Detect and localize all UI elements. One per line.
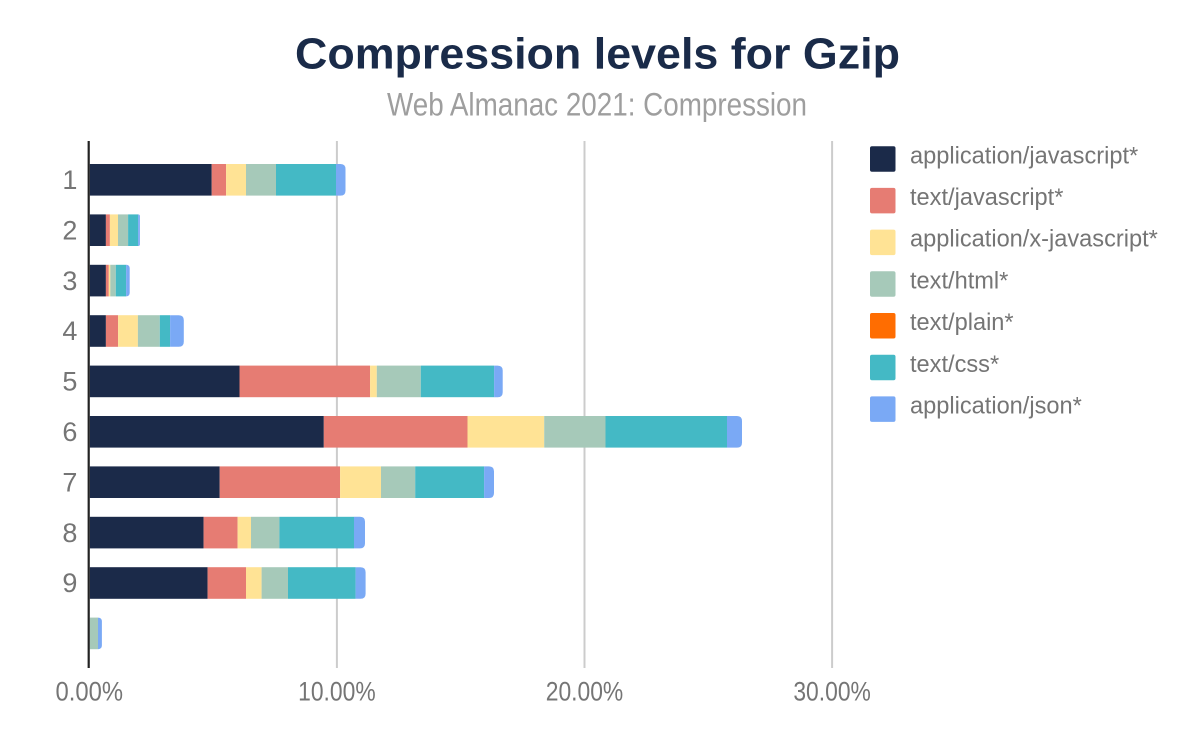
- svg-text:20.00%: 20.00%: [546, 677, 624, 707]
- svg-text:text/html*: text/html*: [910, 268, 1008, 294]
- svg-text:text/plain*: text/plain*: [910, 310, 1014, 336]
- svg-text:7: 7: [62, 467, 77, 497]
- svg-text:5: 5: [62, 367, 77, 397]
- svg-text:2: 2: [62, 215, 77, 245]
- svg-text:1: 1: [62, 165, 77, 195]
- svg-text:Compression levels for Gzip: Compression levels for Gzip: [295, 31, 900, 79]
- svg-text:application/x-javascript*: application/x-javascript*: [910, 227, 1158, 253]
- svg-text:10.00%: 10.00%: [298, 677, 376, 707]
- svg-text:0.00%: 0.00%: [56, 677, 124, 707]
- svg-text:6: 6: [62, 417, 77, 447]
- svg-text:application/javascript*: application/javascript*: [910, 143, 1138, 169]
- svg-text:3: 3: [62, 266, 77, 296]
- svg-text:4: 4: [62, 316, 77, 346]
- svg-text:30.00%: 30.00%: [793, 677, 871, 707]
- svg-text:text/javascript*: text/javascript*: [910, 185, 1063, 211]
- svg-text:text/css*: text/css*: [910, 352, 999, 378]
- svg-text:8: 8: [62, 518, 77, 548]
- svg-text:9: 9: [62, 568, 77, 598]
- svg-text:application/json*: application/json*: [910, 394, 1082, 420]
- svg-text:Web Almanac 2021: Compression: Web Almanac 2021: Compression: [387, 87, 807, 123]
